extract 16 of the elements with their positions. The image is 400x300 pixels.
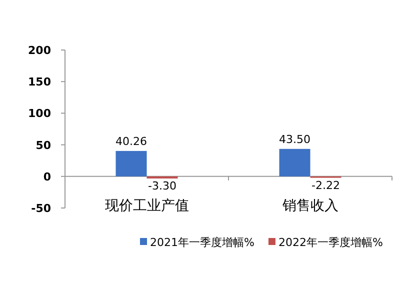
y-tick-label: 150 [28,76,52,89]
legend-label: 2022年一季度增幅% [278,236,383,249]
bar [279,148,310,176]
x-tick-label: 销售收入 [281,198,338,214]
x-tick-label: 现价工业产值 [104,198,189,214]
data-label: 43.50 [279,132,310,146]
legend-label: 2021年一季度增幅% [150,236,254,249]
data-label: -3.30 [148,179,176,192]
data-label: 40.26 [116,134,147,148]
data-label: -2.22 [312,178,340,192]
y-tick-label: 50 [36,138,52,152]
y-tick-label: 0 [43,170,52,184]
bar [116,150,147,176]
y-tick-label: 100 [28,107,52,120]
y-tick-label: -50 [31,202,52,215]
y-tick-label: 200 [28,44,52,57]
